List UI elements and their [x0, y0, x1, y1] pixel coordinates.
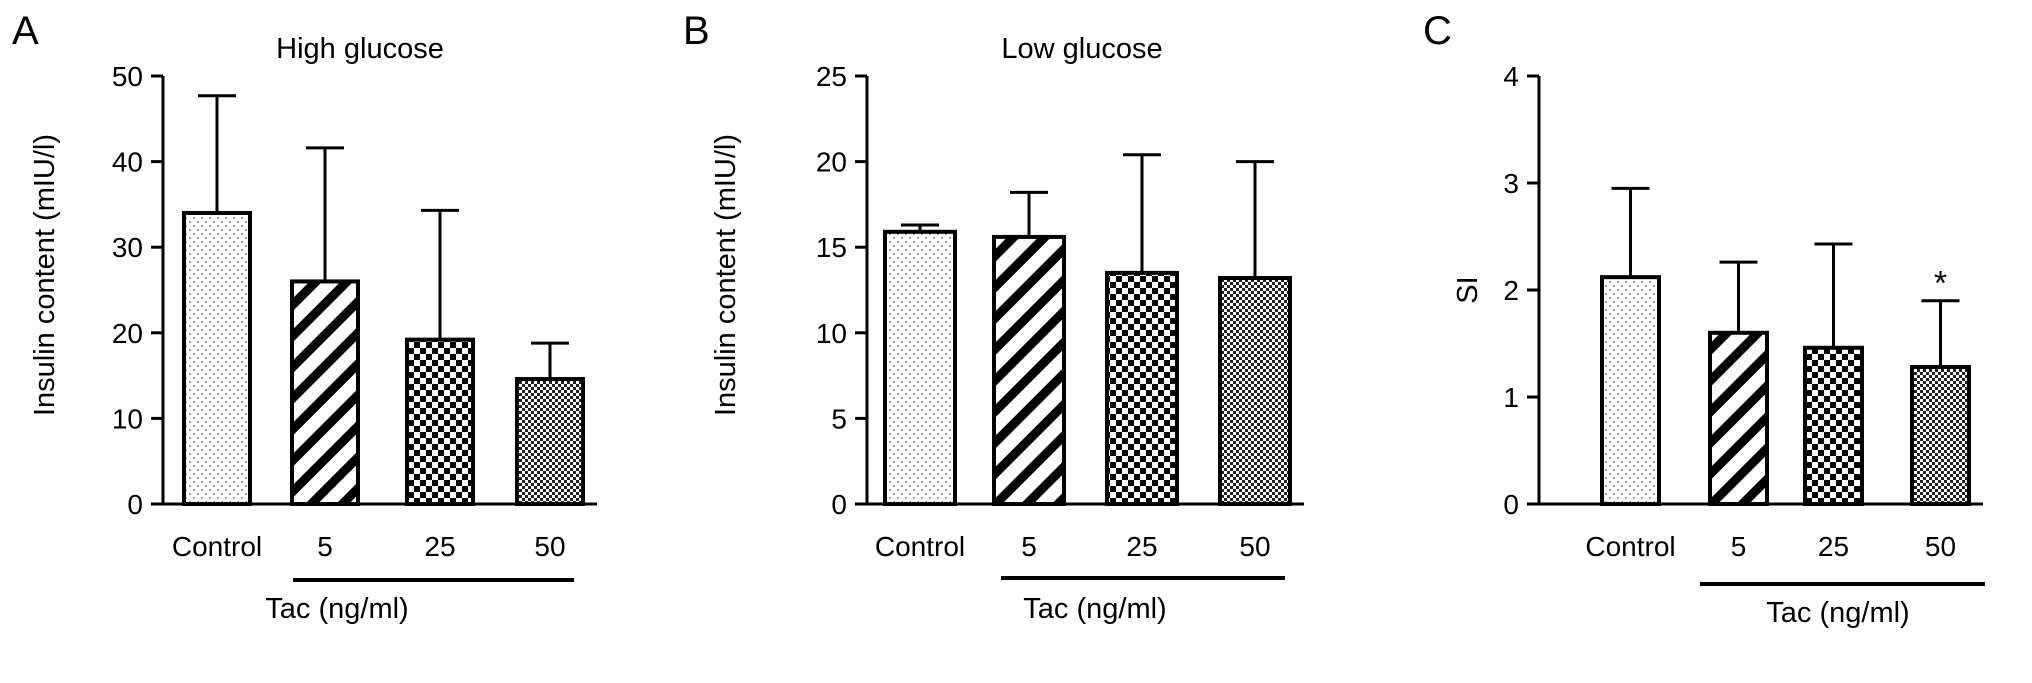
- x-tick-label: 25: [424, 531, 455, 562]
- y-tick-label: 5: [831, 403, 847, 434]
- bar: [1218, 276, 1292, 506]
- plot-area: 0 5 10 15 20 25 Control 5 25 50: [816, 61, 1304, 580]
- plot-area: 0 1 2 3 4 Control 5 25 50 *: [1503, 61, 1985, 586]
- plot-area: 0 10 20 30 40 50 Control 5 25 50: [112, 61, 597, 582]
- significance-marker: *: [1934, 265, 1947, 303]
- y-tick-label: 0: [1503, 489, 1519, 520]
- bar: [515, 377, 585, 506]
- y-tick-label: 0: [831, 489, 847, 520]
- bar: [1105, 270, 1179, 506]
- group-label: Tac (ng/ml): [1766, 597, 1909, 629]
- bar: [290, 279, 360, 506]
- x-tick-label: 25: [1818, 531, 1849, 562]
- y-tick-label: 20: [112, 318, 143, 349]
- panel-letter: C: [1423, 9, 1452, 53]
- x-tick-label: Control: [1585, 531, 1675, 562]
- y-tick-label: 2: [1503, 275, 1519, 306]
- x-tick-label: 5: [317, 531, 333, 562]
- bar: [1708, 330, 1769, 506]
- panel-c: C SI Tac (ng/ml) 0 1 2 3 4 Control 5 25 50 *: [1423, 9, 1985, 629]
- y-tick-label: 3: [1503, 168, 1519, 199]
- panel-letter: B: [683, 9, 710, 53]
- x-tick-label: 50: [534, 531, 565, 562]
- y-tick-label: 40: [112, 147, 143, 178]
- x-tick-label: 5: [1731, 531, 1747, 562]
- y-tick-label: 0: [127, 489, 143, 520]
- panel-letter: A: [12, 9, 39, 53]
- bar: [883, 229, 957, 507]
- x-tick-label: 50: [1239, 531, 1270, 562]
- bar: [1600, 275, 1661, 506]
- y-tick-label: 25: [816, 61, 847, 92]
- y-tick-label: 50: [112, 61, 143, 92]
- chart-title: High glucose: [276, 33, 444, 65]
- y-axis-label: SI: [1452, 276, 1484, 303]
- x-tick-label: 25: [1126, 531, 1157, 562]
- y-axis-label: Insulin content (mIU/l): [710, 134, 742, 416]
- bar: [182, 210, 252, 507]
- x-tick-label: 50: [1925, 531, 1956, 562]
- panel-b: B Low glucose Insulin content (mIU/l) Ta…: [683, 9, 1304, 625]
- y-tick-label: 1: [1503, 382, 1519, 413]
- y-tick-label: 15: [816, 232, 847, 263]
- panel-a: A High glucose Insulin content (mIU/l) T…: [12, 9, 597, 625]
- x-tick-label: Control: [875, 531, 965, 562]
- bar: [1910, 365, 1971, 507]
- y-tick-label: 20: [816, 147, 847, 178]
- y-tick-label: 10: [112, 403, 143, 434]
- y-tick-label: 10: [816, 318, 847, 349]
- bar: [405, 337, 475, 507]
- chart-title: Low glucose: [1001, 33, 1162, 65]
- group-label: Tac (ng/ml): [1023, 593, 1166, 625]
- group-label: Tac (ng/ml): [265, 593, 408, 625]
- bar: [992, 234, 1066, 506]
- x-tick-label: 5: [1021, 531, 1037, 562]
- y-tick-label: 4: [1503, 61, 1519, 92]
- bar: [1803, 345, 1864, 506]
- y-tick-label: 30: [112, 232, 143, 263]
- y-axis-label: Insulin content (mIU/l): [29, 134, 61, 416]
- x-tick-label: Control: [172, 531, 262, 562]
